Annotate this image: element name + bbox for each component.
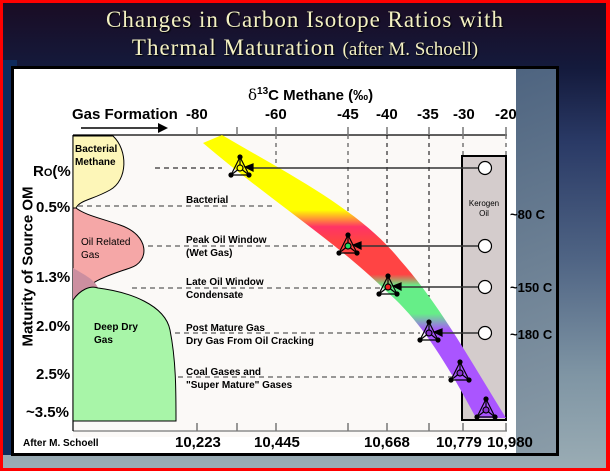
kerogen-circle: [477, 238, 493, 254]
arrow-right-icon: [158, 123, 168, 133]
kerogen-circle: [477, 279, 493, 295]
y-axis-title: Maturity of Source OM: [19, 186, 37, 347]
temperature-label: ~180 C: [510, 327, 553, 342]
stage-label: Coal Gases and "Super Mature" Gases: [186, 367, 293, 391]
stage-label: Late Oil Window Condensate: [186, 277, 264, 301]
stage-label: Post Mature Gas Dry Gas From Oil Cracking: [186, 323, 314, 347]
isotope-band: [203, 135, 506, 418]
temperature-label: ~80 C: [510, 207, 546, 222]
top-axis-title: δ13C Methane (‰): [248, 86, 374, 104]
temperature-label: ~150 C: [510, 280, 553, 295]
kerogen-circle: [477, 325, 493, 341]
stage-label: Bacterial: [186, 195, 229, 206]
kerogen-circle: [477, 160, 493, 176]
title-line-1: Changes in Carbon Isotope Ratios with: [106, 7, 504, 32]
stage-label: Peak Oil Window (Wet Gas): [186, 235, 267, 259]
bottom-axis-ticks: 10,223 10,445 10,668 10,779 10,980: [175, 434, 533, 451]
zone-label-deep-dry-gas: Deep Dry Gas: [94, 322, 138, 346]
kerogen-label: Kerogen Oil: [468, 199, 500, 218]
ro-label: RO(%: [33, 163, 71, 180]
methane-molecule-icon: [228, 154, 498, 420]
zone-oil-related-gas: [72, 207, 145, 302]
slide-title: Changes in Carbon Isotope Ratios with Th…: [0, 6, 610, 64]
diagram-side-strip: [516, 69, 556, 453]
zone-deep-dry-gas: [72, 286, 177, 422]
gas-formation-label: Gas Formation: [72, 106, 178, 123]
zone-bacterial-methane: [72, 135, 125, 209]
title-line-2: Thermal Maturation (after M. Schoell): [131, 35, 479, 60]
credit-label: After M. Schoell: [23, 438, 99, 449]
zone-label-oil-related-gas: Oil Related Gas: [81, 237, 131, 261]
zone-label-bacterial-methane: Bacterial Methane: [75, 144, 118, 168]
top-axis-ticks: -80 -60 -45 -40 -35 -30 -20: [186, 106, 517, 123]
